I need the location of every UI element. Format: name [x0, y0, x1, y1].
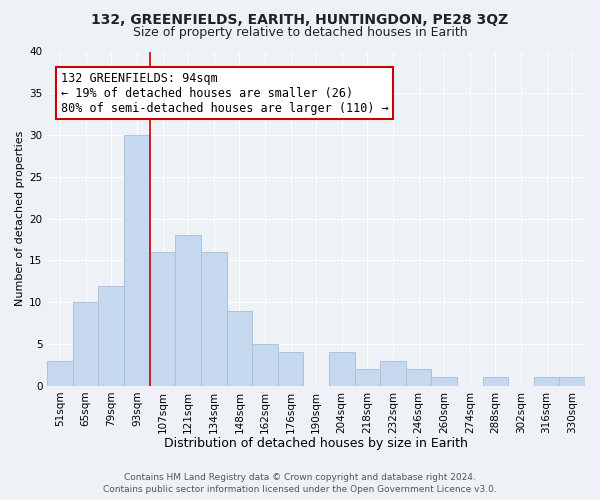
- Bar: [98, 286, 124, 386]
- X-axis label: Distribution of detached houses by size in Earith: Distribution of detached houses by size …: [164, 437, 468, 450]
- Bar: [380, 361, 406, 386]
- Bar: [355, 369, 380, 386]
- Bar: [406, 369, 431, 386]
- Bar: [227, 310, 252, 386]
- Bar: [73, 302, 98, 386]
- Bar: [124, 135, 150, 386]
- Bar: [329, 352, 355, 386]
- Text: Size of property relative to detached houses in Earith: Size of property relative to detached ho…: [133, 26, 467, 39]
- Text: 132, GREENFIELDS, EARITH, HUNTINGDON, PE28 3QZ: 132, GREENFIELDS, EARITH, HUNTINGDON, PE…: [91, 12, 509, 26]
- Bar: [482, 378, 508, 386]
- Bar: [559, 378, 585, 386]
- Bar: [431, 378, 457, 386]
- Bar: [47, 361, 73, 386]
- Y-axis label: Number of detached properties: Number of detached properties: [15, 131, 25, 306]
- Bar: [278, 352, 304, 386]
- Bar: [534, 378, 559, 386]
- Bar: [201, 252, 227, 386]
- Text: 132 GREENFIELDS: 94sqm
← 19% of detached houses are smaller (26)
80% of semi-det: 132 GREENFIELDS: 94sqm ← 19% of detached…: [61, 72, 388, 114]
- Bar: [150, 252, 175, 386]
- Bar: [252, 344, 278, 386]
- Bar: [175, 236, 201, 386]
- Text: Contains HM Land Registry data © Crown copyright and database right 2024.
Contai: Contains HM Land Registry data © Crown c…: [103, 472, 497, 494]
